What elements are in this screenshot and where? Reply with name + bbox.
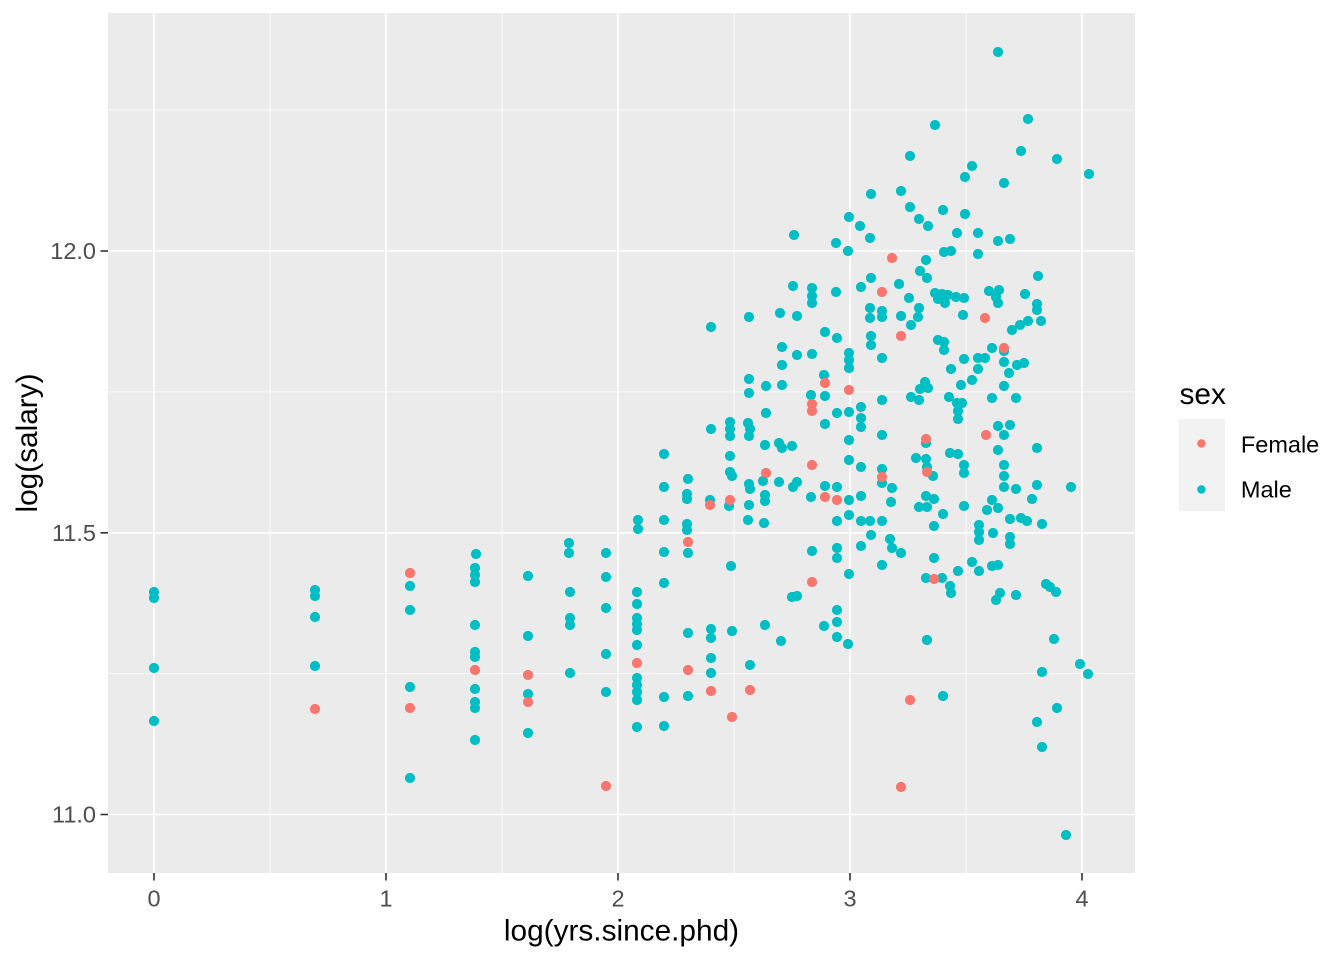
svg-text:Male: Male	[1241, 476, 1292, 502]
svg-text:log(salary): log(salary)	[11, 373, 44, 512]
svg-text:12.0: 12.0	[50, 238, 96, 264]
svg-text:log(yrs.since.phd): log(yrs.since.phd)	[504, 915, 739, 948]
svg-text:11.5: 11.5	[52, 520, 96, 546]
svg-text:11.0: 11.0	[52, 802, 96, 828]
svg-text:2: 2	[611, 886, 624, 912]
svg-text:1: 1	[379, 886, 392, 912]
svg-text:Female: Female	[1241, 431, 1319, 457]
svg-text:sex: sex	[1180, 378, 1226, 411]
svg-text:3: 3	[843, 886, 856, 912]
svg-text:4: 4	[1075, 886, 1088, 912]
svg-text:0: 0	[147, 886, 160, 912]
